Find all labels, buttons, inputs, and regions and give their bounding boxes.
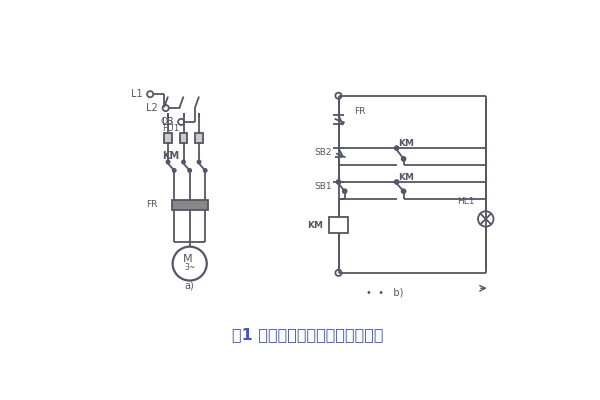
- Bar: [195, 133, 203, 144]
- Text: KM: KM: [398, 173, 414, 182]
- Bar: [179, 133, 187, 144]
- Circle shape: [343, 189, 347, 193]
- Text: FR: FR: [146, 200, 158, 209]
- Text: HL1: HL1: [457, 198, 475, 206]
- Text: SB2: SB2: [315, 148, 332, 157]
- Bar: [164, 133, 172, 144]
- Text: M: M: [182, 254, 192, 264]
- Circle shape: [395, 180, 398, 184]
- Circle shape: [401, 157, 406, 161]
- Text: SB1: SB1: [314, 182, 332, 191]
- Text: FU1: FU1: [163, 124, 180, 132]
- Text: L1: L1: [131, 89, 142, 99]
- Circle shape: [188, 169, 191, 172]
- Circle shape: [401, 189, 406, 193]
- Circle shape: [395, 146, 398, 150]
- Text: KM: KM: [307, 221, 323, 230]
- Bar: [329, 218, 348, 233]
- Circle shape: [197, 160, 200, 164]
- Text: KM: KM: [398, 139, 414, 148]
- Text: •  •   b): • • b): [367, 287, 404, 297]
- Circle shape: [203, 169, 207, 172]
- Text: 图1 电动机全压起动电气控制线路: 图1 电动机全压起动电气控制线路: [232, 327, 383, 342]
- Text: FR: FR: [354, 108, 365, 116]
- Circle shape: [182, 160, 185, 164]
- Text: QS: QS: [160, 117, 173, 126]
- Bar: [172, 200, 208, 210]
- Text: L3: L3: [162, 117, 173, 127]
- Circle shape: [173, 169, 176, 172]
- Circle shape: [337, 180, 340, 184]
- Text: a): a): [185, 280, 194, 290]
- Text: KM: KM: [163, 151, 180, 161]
- Text: 3~: 3~: [185, 263, 196, 272]
- Circle shape: [166, 160, 170, 164]
- Text: L2: L2: [146, 103, 158, 113]
